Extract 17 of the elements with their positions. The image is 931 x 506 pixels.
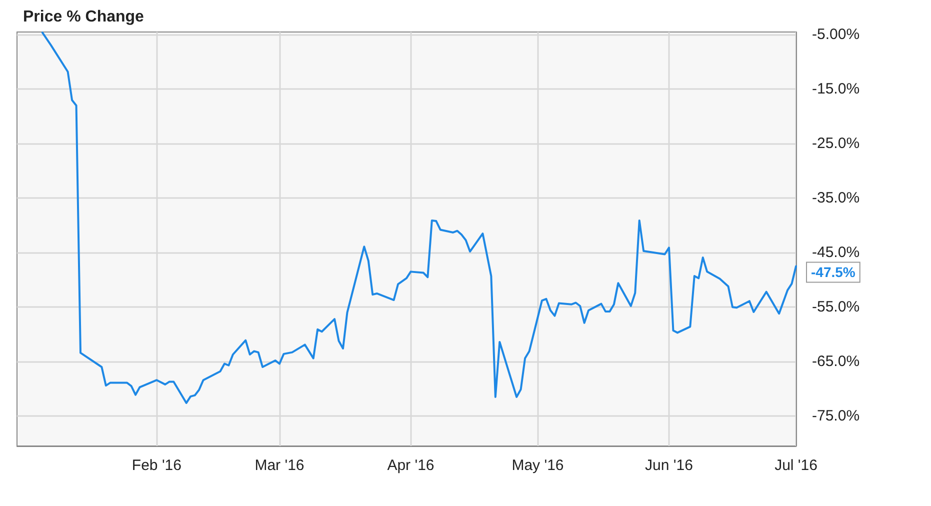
line-series [41, 32, 797, 404]
x-tick-label: Jun '16 [645, 457, 693, 474]
y-tick-label: -65.0% [812, 353, 860, 370]
y-tick-label: -45.0% [812, 244, 860, 262]
x-tick-label: Mar '16 [254, 457, 304, 474]
x-tick-label: Jul '16 [774, 457, 818, 474]
y-tick-label: -25.0% [812, 135, 860, 152]
y-tick-label: -75.0% [812, 408, 860, 425]
y-tick-label: -55.0% [812, 298, 860, 316]
x-tick-label: May '16 [512, 457, 564, 474]
y-tick-label: -15.0% [812, 80, 860, 98]
y-tick-label: -35.0% [812, 190, 860, 207]
x-tick-label: Apr '16 [387, 457, 434, 474]
chart-title: Price % Change [23, 8, 144, 26]
x-tick-label: Feb '16 [132, 457, 182, 474]
y-tick-label: -5.00% [812, 26, 860, 44]
data-label: -47.5% [811, 264, 856, 280]
